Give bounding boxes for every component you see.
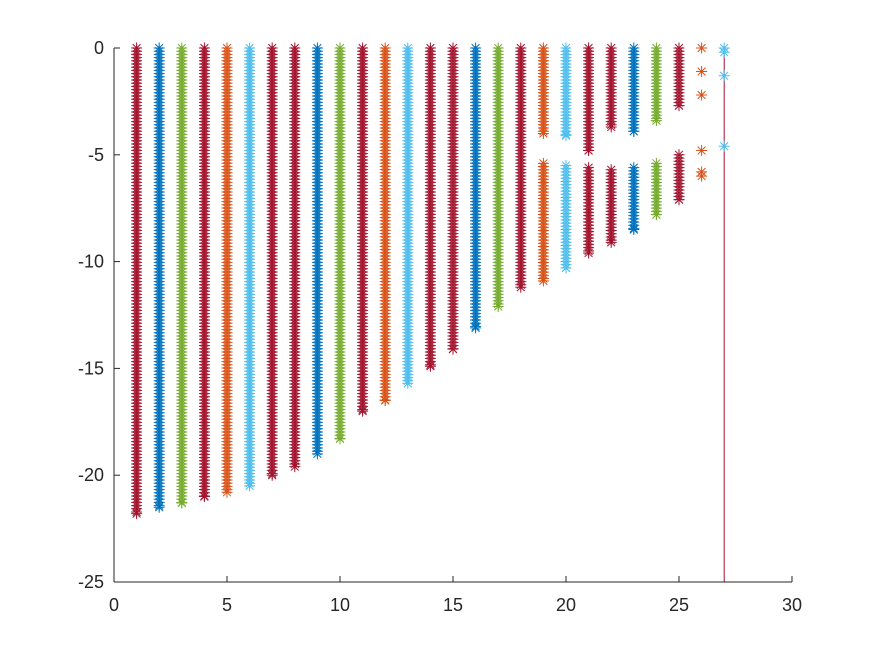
- data-point-x21: [583, 145, 595, 157]
- data-point-x27: [718, 70, 730, 82]
- data-point-x14: [424, 360, 436, 372]
- data-point-x26: [696, 89, 708, 101]
- data-point-x13: [402, 377, 414, 389]
- y-tick-label: 0: [94, 38, 104, 58]
- data-point-x12: [379, 394, 391, 406]
- data-point-x26: [696, 145, 708, 157]
- y-tick-label: -5: [88, 145, 104, 165]
- data-point-x22: [605, 236, 617, 248]
- x-tick-label: 5: [222, 595, 232, 615]
- data-point-x26: [696, 42, 708, 54]
- data-point-x11: [357, 405, 369, 417]
- data-point-x24: [650, 209, 662, 221]
- data-marks: [113, 42, 730, 582]
- data-point-x21: [583, 247, 595, 259]
- data-point-x7: [266, 469, 278, 481]
- data-point-x27: [718, 140, 730, 152]
- x-tick-label: 20: [556, 595, 576, 615]
- x-tick-label: 15: [443, 595, 463, 615]
- data-point-x1: [131, 508, 143, 520]
- data-point-x26: [696, 65, 708, 77]
- data-point-x8: [289, 461, 301, 473]
- x-tick-label: 10: [330, 595, 350, 615]
- data-point-x19: [537, 275, 549, 287]
- data-point-x6: [244, 480, 256, 492]
- data-point-x23: [628, 224, 640, 236]
- y-tick-label: -25: [78, 572, 104, 592]
- y-tick-label: -20: [78, 465, 104, 485]
- data-point-x5: [221, 486, 233, 498]
- data-point-x2: [153, 501, 165, 513]
- data-point-x22: [605, 121, 617, 133]
- data-point-x26: [696, 170, 708, 182]
- data-point-x25: [673, 100, 685, 112]
- data-point-x9: [311, 448, 323, 460]
- data-point-x16: [470, 322, 482, 334]
- data-point-x19: [537, 127, 549, 139]
- x-tick-label: 25: [669, 595, 689, 615]
- data-point-x17: [492, 300, 504, 312]
- data-point-x20: [560, 130, 572, 142]
- y-tick-label: -15: [78, 358, 104, 378]
- y-tick-label: -10: [78, 252, 104, 272]
- data-point-x3: [176, 497, 188, 509]
- data-point-x20: [560, 262, 572, 274]
- data-point-x4: [198, 491, 210, 503]
- data-point-x27: [718, 46, 730, 58]
- data-point-x24: [650, 115, 662, 127]
- data-point-x23: [628, 125, 640, 137]
- data-point-x18: [515, 281, 527, 293]
- data-point-x25: [673, 194, 685, 206]
- x-tick-label: 30: [782, 595, 802, 615]
- axes: 0 5 10 15 20 25 30 0 -5 -10 -15 -20 -25: [78, 38, 802, 615]
- data-point-x15: [447, 343, 459, 355]
- x-tick-label: 0: [109, 595, 119, 615]
- data-point-x10: [334, 433, 346, 445]
